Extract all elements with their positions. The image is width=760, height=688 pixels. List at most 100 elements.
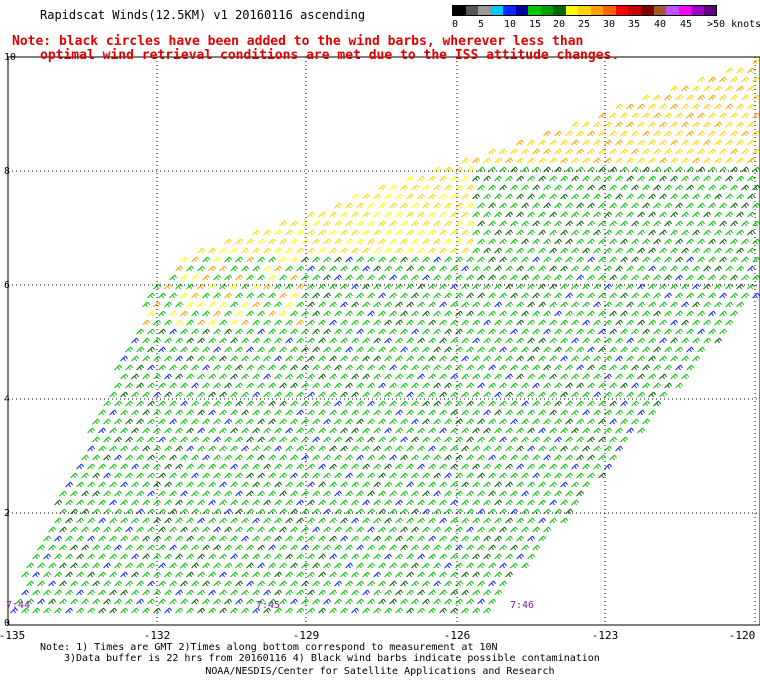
wind-barb xyxy=(334,472,342,479)
wind-barb xyxy=(411,400,419,407)
wind-barb xyxy=(136,562,144,569)
wind-barb xyxy=(98,427,106,434)
wind-barb xyxy=(450,499,458,506)
wind-barb xyxy=(543,436,551,443)
wind-barb xyxy=(576,130,584,137)
wind-barb xyxy=(571,337,579,344)
wind-barb xyxy=(323,418,331,425)
wind-barb xyxy=(439,355,447,362)
wind-barb xyxy=(356,598,364,605)
wind-barb xyxy=(158,400,166,407)
wind-barb xyxy=(340,571,348,578)
wind-barb xyxy=(659,103,667,110)
wind-barb xyxy=(307,517,315,524)
wind-barb xyxy=(186,463,194,470)
wind-barb xyxy=(714,229,722,236)
wind-barb xyxy=(362,265,370,272)
wind-barb xyxy=(224,238,232,245)
wind-barb xyxy=(642,130,650,137)
wind-barb xyxy=(367,490,375,497)
wind-barb xyxy=(681,211,689,218)
wind-barb xyxy=(411,346,419,353)
wind-barb xyxy=(345,364,353,371)
wind-barb xyxy=(191,346,199,353)
wind-barb xyxy=(582,193,590,200)
wind-barb xyxy=(648,193,656,200)
wind-barb xyxy=(279,274,287,281)
wind-barb xyxy=(274,355,282,362)
wind-barb xyxy=(32,589,40,596)
wind-barb xyxy=(741,256,749,263)
wind-barb xyxy=(131,337,139,344)
wind-barb xyxy=(87,535,95,542)
wind-barb xyxy=(433,436,441,443)
wind-barb xyxy=(169,526,177,533)
wind-barb xyxy=(389,580,397,587)
wind-barb xyxy=(752,202,760,209)
scale-swatch xyxy=(691,6,704,15)
wind-barb xyxy=(230,265,238,272)
wind-barb xyxy=(389,364,397,371)
wind-barb xyxy=(516,445,524,452)
wind-barb xyxy=(191,382,199,389)
wind-barb xyxy=(664,112,672,119)
wind-barb xyxy=(736,157,744,164)
wind-barb xyxy=(521,274,529,281)
wind-barb xyxy=(466,238,474,245)
wind-barb xyxy=(395,265,403,272)
wind-barb xyxy=(301,310,309,317)
wind-barb xyxy=(675,238,683,245)
wind-barb xyxy=(422,472,430,479)
wind-barb xyxy=(92,454,100,461)
wind-barb xyxy=(626,175,634,182)
wind-barb xyxy=(499,472,507,479)
wind-barb xyxy=(114,562,122,569)
wind-barb xyxy=(455,274,463,281)
wind-barb xyxy=(670,85,678,92)
wind-barb xyxy=(444,184,452,191)
wind-barb xyxy=(417,463,425,470)
wind-barb xyxy=(384,535,392,542)
wind-barb xyxy=(505,211,513,218)
wind-barb xyxy=(356,274,364,281)
wind-barb xyxy=(593,157,601,164)
wind-barb xyxy=(626,139,634,146)
wind-barb xyxy=(532,256,540,263)
wind-barb xyxy=(395,445,403,452)
wind-barb xyxy=(235,328,243,335)
wind-barb xyxy=(164,427,172,434)
wind-barb xyxy=(521,418,529,425)
wind-barb xyxy=(466,544,474,551)
wind-barb xyxy=(521,184,529,191)
wind-barb xyxy=(43,571,51,578)
wind-barb xyxy=(697,346,705,353)
wind-barb xyxy=(587,310,595,317)
wind-barb xyxy=(213,580,221,587)
wind-barb xyxy=(395,229,403,236)
wind-barb xyxy=(180,274,188,281)
wind-barb xyxy=(653,346,661,353)
wind-barb xyxy=(620,220,628,227)
wind-barb xyxy=(219,265,227,272)
wind-barb xyxy=(202,346,210,353)
wind-barb xyxy=(164,553,172,560)
wind-barb xyxy=(653,166,661,173)
wind-barb xyxy=(450,265,458,272)
wind-barb xyxy=(373,193,381,200)
wind-barb xyxy=(494,589,502,596)
wind-barb xyxy=(246,562,254,569)
wind-barb xyxy=(406,445,414,452)
wind-barb xyxy=(92,562,100,569)
wind-barb xyxy=(257,598,265,605)
wind-barb xyxy=(576,202,584,209)
wind-barb xyxy=(741,112,749,119)
wind-barb xyxy=(307,445,315,452)
wind-barb xyxy=(395,211,403,218)
wind-barb xyxy=(307,535,315,542)
wind-barb xyxy=(290,346,298,353)
wind-barb xyxy=(329,319,337,326)
wind-barb xyxy=(450,337,458,344)
wind-barb xyxy=(626,247,634,254)
wind-barb xyxy=(241,463,249,470)
wind-barb xyxy=(120,571,128,578)
